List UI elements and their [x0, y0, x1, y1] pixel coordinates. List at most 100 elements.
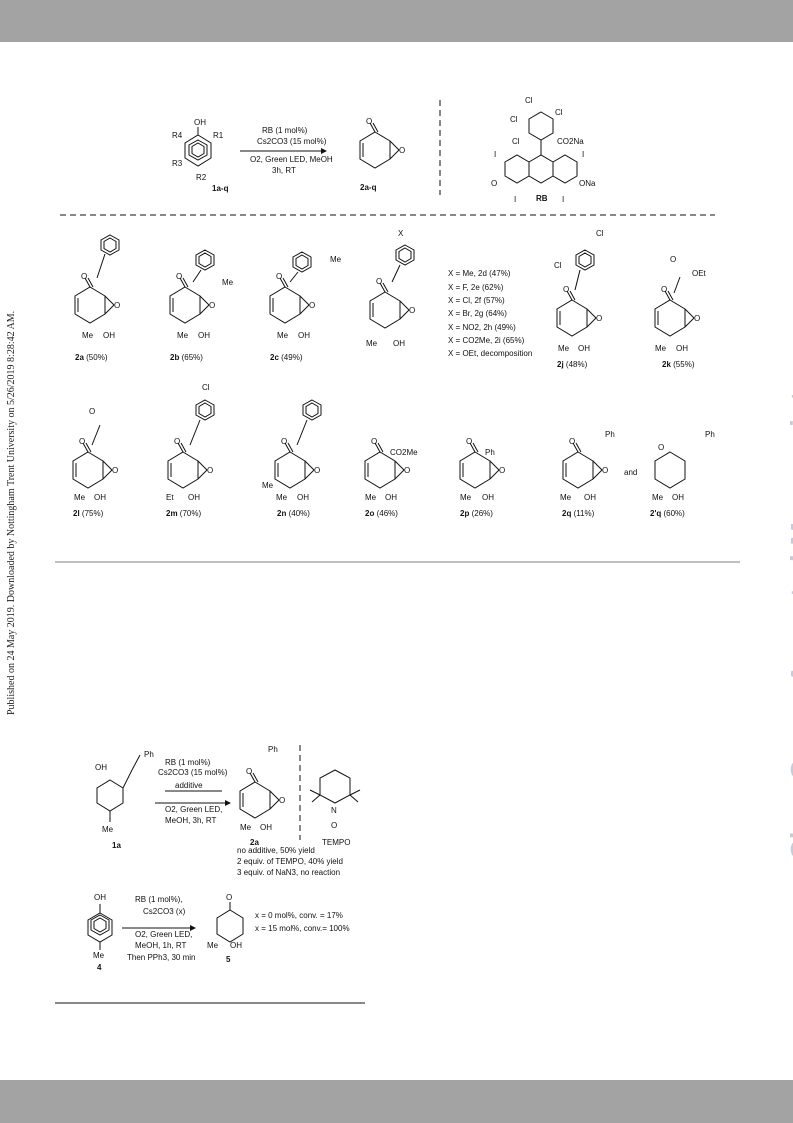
svg-text:Me: Me — [240, 823, 252, 832]
svg-text:Me: Me — [93, 951, 105, 960]
svg-text:Me: Me — [366, 339, 378, 348]
product-2a: Me OH 2a (50%) — [74, 234, 121, 362]
svg-text:N: N — [331, 806, 337, 815]
svg-text:OH: OH — [393, 339, 405, 348]
scheme3-result-1: x = 15 mol%, conv.= 100% — [255, 924, 350, 933]
product-2l: O Me OH 2l (75%) — [72, 407, 119, 518]
scheme3-cond-1: Cs2CO3 (x) — [143, 907, 186, 916]
svg-text:OH: OH — [298, 331, 310, 340]
product-id: 2a — [75, 353, 84, 362]
svg-text:Ph: Ph — [144, 750, 154, 759]
svg-text:Cl: Cl — [596, 229, 604, 238]
svg-text:OH: OH — [198, 331, 210, 340]
svg-text:5: 5 — [226, 955, 231, 964]
svg-text:2j (48%): 2j (48%) — [557, 360, 588, 369]
product-2q: Ph Me OH 2q (11%) — [560, 430, 615, 518]
svg-text:OH: OH — [385, 493, 397, 502]
svg-text:2a: 2a — [250, 838, 259, 847]
svg-text:Me: Me — [74, 493, 86, 502]
svg-text:Me: Me — [177, 331, 189, 340]
svg-text:2n (40%): 2n (40%) — [277, 509, 310, 518]
scheme3-reactant: OH Me 4 — [87, 893, 113, 972]
scheme2-cond-2: additive — [175, 781, 203, 790]
svg-text:O: O — [491, 179, 497, 188]
hydroxyl-label: OH — [194, 118, 206, 127]
scheme1-cond-1: Cs2CO3 (15 mol%) — [257, 137, 327, 146]
svg-text:I: I — [494, 150, 496, 159]
svg-text:OH: OH — [94, 893, 106, 902]
svg-text:Ph: Ph — [705, 430, 715, 439]
svg-text:Et: Et — [166, 493, 174, 502]
svg-text:OH: OH — [230, 941, 242, 950]
svg-text:Me: Me — [652, 493, 664, 502]
svg-text:2l (75%): 2l (75%) — [73, 509, 104, 518]
svg-text:OEt: OEt — [692, 269, 707, 278]
scheme3-cond-4: Then PPh3, 30 min — [127, 953, 195, 962]
svg-text:Cl: Cl — [202, 383, 210, 392]
product-2p: Ph Me OH 2p (26%) — [459, 436, 506, 518]
scheme3-cond-0: RB (1 mol%), — [135, 895, 183, 904]
svg-text:2q (11%): 2q (11%) — [562, 509, 595, 518]
scheme1-cond-0: RB (1 mol%) — [262, 126, 308, 135]
svg-text:Me: Me — [655, 344, 667, 353]
svg-text:OH: OH — [95, 763, 107, 772]
svg-text:X: X — [398, 229, 404, 238]
svg-text:Ph: Ph — [485, 448, 495, 457]
svg-text:Cl: Cl — [510, 115, 518, 124]
tempo-structure: N O TEMPO — [309, 769, 361, 847]
product-2j: Cl Cl Me OH 2j (48%) — [554, 229, 604, 369]
r1-label: R1 — [213, 131, 224, 140]
svg-text:Me: Me — [262, 481, 274, 490]
svg-text:2o (46%): 2o (46%) — [365, 509, 398, 518]
scheme2-result-1: 2 equiv. of TEMPO, 40% yield — [237, 857, 343, 866]
product-2n: Me Me OH 2n (40%) — [262, 399, 322, 518]
svg-text:Me: Me — [560, 493, 572, 502]
svg-text:Me: Me — [365, 493, 377, 502]
scheme2-cond-3: O2, Green LED, — [165, 805, 222, 814]
footer-band — [0, 1080, 793, 1123]
scheme2-reactant: OH Ph Me 1a — [95, 750, 154, 850]
svg-text:O: O — [89, 407, 95, 416]
svg-text:OH: OH — [578, 344, 590, 353]
product-2prime-q: O Ph Me OH 2'q (60%) — [650, 430, 715, 518]
svg-text:Me: Me — [82, 331, 94, 340]
svg-text:X = NO2, 2h (49%): X = NO2, 2h (49%) — [448, 323, 516, 332]
svg-text:Cl: Cl — [554, 261, 562, 270]
svg-text:Me: Me — [207, 941, 219, 950]
product-yield: (50%) — [86, 353, 108, 362]
svg-text:I: I — [582, 150, 584, 159]
svg-text:Cl: Cl — [525, 96, 533, 105]
svg-text:CO2Na: CO2Na — [557, 137, 584, 146]
catalyst-label: RB — [536, 194, 548, 203]
svg-text:1a: 1a — [112, 841, 121, 850]
scheme3-result-0: x = 0 mol%, conv. = 17% — [255, 911, 343, 920]
svg-text:4: 4 — [97, 963, 102, 972]
header-band — [0, 0, 793, 42]
svg-text:OH: OH — [584, 493, 596, 502]
svg-text:2p (26%): 2p (26%) — [460, 509, 493, 518]
svg-text:X = Br, 2g (64%): X = Br, 2g (64%) — [448, 309, 507, 318]
r2-label: R2 — [196, 173, 207, 182]
svg-text:TEMPO: TEMPO — [322, 838, 350, 847]
x-substituent-list: X = Me, 2d (47%) X = F, 2e (62%) X = Cl,… — [448, 269, 532, 358]
svg-text:X = Cl, 2f (57%): X = Cl, 2f (57%) — [448, 296, 505, 305]
r4-label: R4 — [172, 131, 183, 140]
svg-text:2a (50%): 2a (50%) — [75, 353, 108, 362]
and-word: and — [624, 468, 637, 477]
product-2m: Cl Et OH 2m (70%) — [166, 383, 215, 518]
rose-bengal-structure: Cl Cl Cl Cl CO2Na I I O ONa I I RB — [491, 96, 596, 204]
svg-text:OH: OH — [297, 493, 309, 502]
scheme2-product: Ph Me OH 2a — [239, 745, 286, 847]
svg-text:Ph: Ph — [268, 745, 278, 754]
product-label-1: 2a-q — [360, 183, 377, 192]
svg-text:O: O — [331, 821, 337, 830]
product-2o: CO2Me Me OH 2o (46%) — [364, 436, 418, 518]
product-2b: Me Me OH 2b (65%) — [169, 249, 234, 362]
r3-label: R3 — [172, 159, 183, 168]
svg-text:2'q (60%): 2'q (60%) — [650, 509, 685, 518]
svg-text:X = CO2Me, 2i (65%): X = CO2Me, 2i (65%) — [448, 336, 525, 345]
scheme1-cond-2: O2, Green LED, MeOH — [250, 155, 333, 164]
svg-text:OH: OH — [676, 344, 688, 353]
scheme3-cond-3: MeOH, 1h, RT — [135, 941, 187, 950]
scheme2-result-2: 3 equiv. of NaN3, no reaction — [237, 868, 340, 877]
